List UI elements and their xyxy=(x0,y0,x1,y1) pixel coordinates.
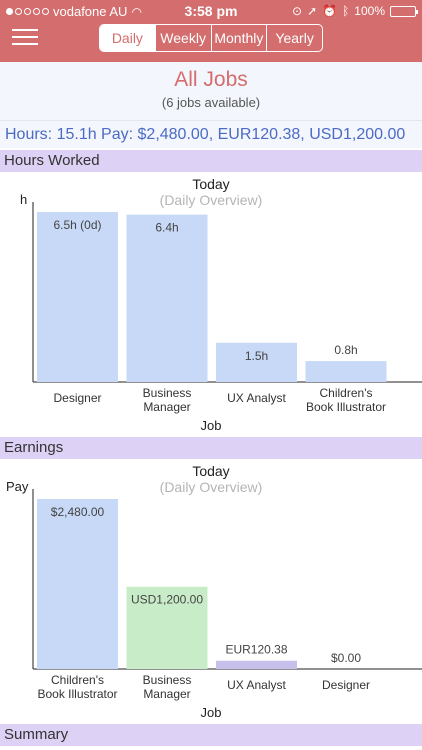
bluetooth-icon: ᛒ xyxy=(342,4,350,18)
hours-chart: Today (Daily Overview) h 6.5h (0d) Design… xyxy=(0,172,422,436)
tick-label: Children's xyxy=(320,386,373,400)
period-selector: Daily Weekly Monthly Yearly xyxy=(99,24,323,52)
bar xyxy=(305,361,387,382)
tick-label: Business xyxy=(143,673,192,687)
battery-icon xyxy=(390,5,418,17)
section-earnings: Earnings xyxy=(0,437,422,459)
page-title: All Jobs xyxy=(174,68,248,91)
carrier-name: vodafone AU xyxy=(53,4,128,19)
title-area: All Jobs (6 jobs available) xyxy=(0,62,422,120)
clock: 3:58 pm xyxy=(184,3,238,19)
bar xyxy=(126,586,208,669)
menu-icon[interactable] xyxy=(12,27,38,47)
location-icon: ➚ xyxy=(307,4,318,18)
chart-title: Today xyxy=(192,176,230,192)
lock-rotation-icon: ⊙ xyxy=(292,4,303,18)
section-hours-worked: Hours Worked xyxy=(0,150,422,172)
bar xyxy=(216,660,297,669)
wifi-icon: ◠ xyxy=(131,4,142,19)
bar xyxy=(126,214,208,382)
x-axis-label: Job xyxy=(200,418,222,433)
data-label: 6.4h xyxy=(155,221,178,235)
tab-weekly[interactable]: Weekly xyxy=(156,25,212,51)
totals-summary: Hours: 15.1h Pay: $2,480.00, EUR120.38, … xyxy=(0,120,422,148)
tab-daily[interactable]: Daily xyxy=(100,25,156,51)
status-bar: vodafone AU ◠ 3:58 pm ⊙ ➚ ⏰ ᛒ 100% xyxy=(0,0,422,22)
carrier-info: vodafone AU ◠ xyxy=(6,4,142,19)
tab-yearly[interactable]: Yearly xyxy=(275,30,314,46)
data-label: 6.5h (0d) xyxy=(53,218,101,232)
bar xyxy=(37,212,118,382)
bar xyxy=(216,342,297,382)
tick-label: Manager xyxy=(143,687,190,701)
app-header: vodafone AU ◠ 3:58 pm ⊙ ➚ ⏰ ᛒ 100% Daily… xyxy=(0,0,422,62)
data-label: 1.5h xyxy=(245,349,268,363)
tick-label: Book Illustrator xyxy=(37,687,117,701)
data-label: $0.00 xyxy=(331,651,361,665)
data-label: 0.8h xyxy=(334,343,357,357)
battery-percent: 100% xyxy=(354,4,385,18)
data-label: USD1,200.00 xyxy=(131,593,203,607)
tick-label: Designer xyxy=(322,678,370,692)
earnings-chart: Today (Daily Overview) Pay $2,480.00 Chil… xyxy=(0,459,422,723)
tick-label: Manager xyxy=(143,400,190,414)
jobs-count: (6 jobs available) xyxy=(161,95,261,110)
status-icons: ⊙ ➚ ⏰ ᛒ 100% xyxy=(292,4,418,18)
tick-label: Designer xyxy=(53,391,101,405)
chart-subtitle: (Daily Overview) xyxy=(159,192,263,208)
tick-label: UX Analyst xyxy=(227,678,286,692)
section-summary: Summary xyxy=(0,724,422,746)
data-label: $2,480.00 xyxy=(51,505,105,519)
chart-subtitle: (Daily Overview) xyxy=(159,479,263,495)
tick-label: Children's xyxy=(51,673,104,687)
tick-label: Business xyxy=(143,386,192,400)
x-axis-label: Job xyxy=(200,705,222,720)
y-axis-label: h xyxy=(20,192,28,207)
alarm-icon: ⏰ xyxy=(322,4,338,18)
data-label: EUR120.38 xyxy=(225,643,287,657)
tick-label: Book Illustrator xyxy=(306,400,386,414)
tab-monthly[interactable]: Monthly xyxy=(212,25,268,51)
bar xyxy=(37,499,118,669)
chart-title: Today xyxy=(192,463,230,479)
tick-label: UX Analyst xyxy=(227,391,286,405)
y-axis-label: Pay xyxy=(6,479,29,494)
signal-strength-icon xyxy=(6,8,49,15)
